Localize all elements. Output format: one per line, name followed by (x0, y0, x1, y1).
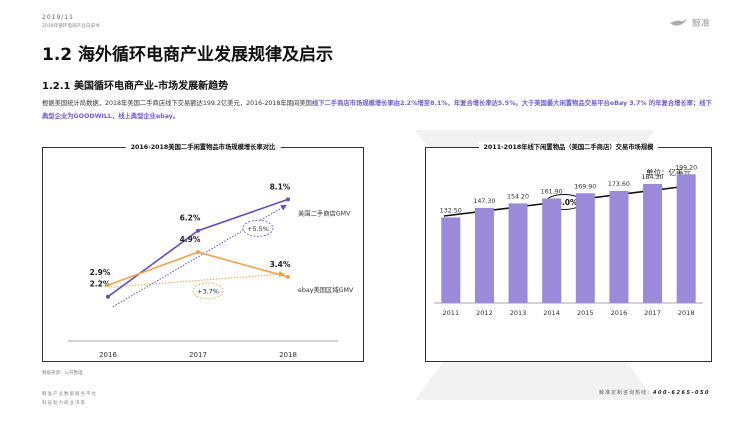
x-tick-label: 2018 (279, 351, 297, 359)
bar (609, 190, 629, 303)
market-bar-chart: 单位：亿美元 +6.0% 132.50 2011 147.30 2012 154.20 201… (434, 164, 703, 317)
bar (474, 207, 494, 303)
data-label: 2.2% (90, 280, 111, 289)
data-point (106, 294, 110, 299)
page-title: 1.2 海外循环电商产业发展规律及启示 (42, 45, 334, 65)
bar (542, 198, 562, 303)
cagr-trend-arrow (110, 271, 285, 288)
bar-value-label: 169.90 (574, 183, 596, 190)
section-subtitle: 1.2.1 美国循环电商产业-市场发展新趋势 (42, 81, 229, 92)
x-tick-label: 2016 (611, 309, 628, 317)
brand-logo: 鲸准 (668, 16, 710, 29)
footer-line-2: 科技助力商业决策 (42, 401, 86, 406)
data-label: 8.1% (270, 182, 291, 191)
bar-value-label: 184.30 (642, 174, 664, 181)
report-name: 2019年循环电商产业白皮书 (42, 24, 100, 29)
bar (676, 174, 696, 303)
trend-badge-text: +6.0% (550, 198, 578, 207)
data-label: 3.4% (270, 260, 291, 269)
logo-text: 鲸准 (691, 19, 710, 29)
data-point (106, 283, 110, 288)
series-name-label: ebay美国区域GMV (298, 285, 354, 294)
series-name-label: 美国二手商店GMV (298, 208, 351, 217)
bar (441, 217, 461, 303)
report-date: 2019/11 (42, 14, 74, 21)
data-point (196, 228, 200, 233)
x-tick-label: 2016 (99, 351, 117, 359)
bar (643, 183, 663, 303)
cagr-badge-text: +5.5% (247, 225, 269, 233)
growth-chart-title: 2016-2018美国二手闲置物品市场规模增长率对比 (125, 142, 281, 151)
body-text: 根据美国统计局数据，2018年美国二手商店线下交易额达199.2亿美元，2016… (42, 100, 312, 107)
bar (508, 203, 528, 303)
growth-chart-panel: 2016-2018美国二手闲置物品市场规模增长率对比 2016 2017 2018 2… (42, 142, 364, 362)
growth-line-chart: 2016 2017 2018 2.2% 6.2% 8.1% 美国二手商店GMV +5.5% 2.… (68, 182, 354, 359)
data-label: 4.9% (180, 235, 201, 244)
data-point (286, 274, 290, 279)
unit-label: 单位：亿美元 (646, 167, 691, 177)
hotline: 鲸准定制咨询热线：400-6265-050 (599, 389, 710, 396)
cagr-badge-text: +3.7% (197, 287, 219, 295)
hotline-label: 鲸准定制咨询热线： (599, 390, 654, 396)
x-tick-label: 2015 (577, 309, 594, 317)
x-tick-label: 2018 (678, 309, 695, 317)
bar-value-label: 147.30 (473, 198, 495, 205)
bar-value-label: 132.50 (440, 207, 462, 214)
data-point (286, 197, 290, 202)
cagr-badge (192, 282, 224, 300)
data-point (196, 250, 200, 255)
x-tick-label: 2017 (189, 351, 207, 359)
body-highlight: 线下二手商店市场规模增长率由2.2%增至8.1%，年复合增长率达5.5%。大于美… (42, 100, 712, 120)
whale-logo-icon (668, 17, 687, 26)
bar-value-label: 161.90 (541, 188, 563, 195)
x-tick-label: 2011 (443, 309, 460, 317)
x-tick-label: 2014 (543, 309, 560, 317)
x-tick-label: 2012 (476, 309, 493, 317)
bar-value-label: 173.60 (608, 181, 630, 188)
market-chart-panel: 2011-2018年线下闲置物品（美国二手商店）交易市场规模 单位：亿美元 +6.… (425, 142, 712, 362)
bar-value-label: 199.20 (675, 164, 697, 171)
data-source: 数据来源：公开整理 (42, 371, 83, 376)
data-label: 6.2% (180, 214, 201, 223)
data-label: 2.9% (90, 268, 111, 277)
hotline-number: 400-6265-050 (653, 390, 710, 396)
body-paragraph: 根据美国统计局数据，2018年美国二手商店线下交易额达199.2亿美元，2016… (42, 97, 712, 123)
x-tick-label: 2017 (644, 309, 661, 317)
x-tick-label: 2013 (510, 309, 527, 317)
cagr-trend-arrow (112, 204, 287, 308)
bar (575, 193, 595, 303)
cagr-badge (242, 219, 274, 237)
bar-value-label: 154.20 (507, 193, 529, 200)
market-chart-title: 2011-2018年线下闲置物品（美国二手商店）交易市场规模 (478, 142, 659, 151)
footer-line-1: 鲸准产业数据服务平台 (42, 392, 97, 397)
